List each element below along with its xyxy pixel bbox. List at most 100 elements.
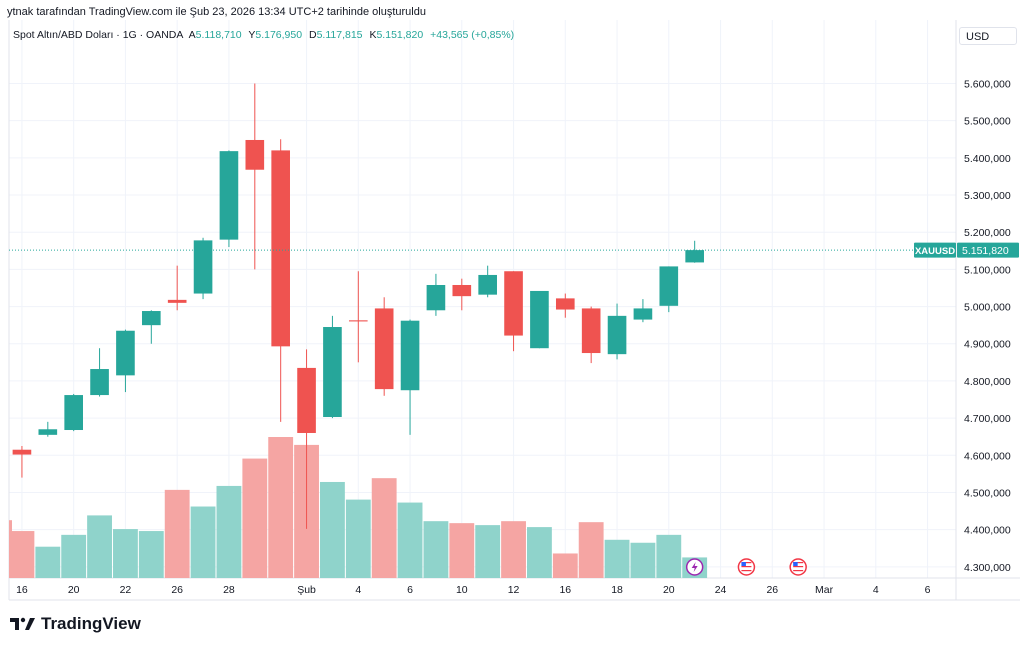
x-tick-label: 28 bbox=[223, 584, 235, 596]
candle-body bbox=[323, 327, 342, 417]
candle-body bbox=[607, 315, 627, 355]
lightning-bolt bbox=[691, 562, 698, 572]
legend-high-label: Y bbox=[248, 29, 256, 41]
candle-body bbox=[38, 429, 58, 435]
candle-body bbox=[245, 139, 265, 170]
volume-bar bbox=[501, 521, 526, 578]
currency-button[interactable]: USD bbox=[959, 27, 1017, 45]
volume-bar bbox=[423, 521, 449, 578]
candle-body bbox=[271, 150, 290, 347]
volume-bar bbox=[604, 539, 630, 578]
x-tick-label: 20 bbox=[68, 584, 80, 596]
candle-body bbox=[400, 320, 420, 391]
flag-stripe bbox=[793, 562, 804, 564]
candle-body bbox=[348, 320, 368, 322]
volume-bar bbox=[630, 542, 656, 578]
volume-bar bbox=[138, 531, 164, 578]
x-tick-label: 4 bbox=[873, 584, 879, 596]
x-tick-label: 20 bbox=[663, 584, 675, 596]
candle-body bbox=[167, 299, 187, 303]
flag-stripe bbox=[793, 570, 804, 572]
flag-stripe bbox=[793, 564, 804, 566]
flag-stripe bbox=[793, 566, 804, 568]
chart-caption: ytnak tarafından TradingView.com ile Şub… bbox=[7, 6, 426, 18]
volume-bar bbox=[190, 506, 216, 578]
candle-body bbox=[297, 367, 316, 433]
candle-body bbox=[219, 151, 239, 240]
us-flag-icon bbox=[789, 558, 807, 576]
candle-body bbox=[633, 308, 653, 320]
flag-stripe bbox=[741, 570, 752, 572]
symbol-tag-label: XAUUSD bbox=[915, 246, 955, 257]
volume-bar bbox=[320, 481, 345, 578]
candle-body bbox=[685, 250, 704, 263]
candle-body bbox=[555, 298, 575, 310]
volume-bar bbox=[371, 478, 397, 578]
x-tick-label: Şub bbox=[297, 584, 316, 596]
volume-bar bbox=[35, 546, 61, 578]
candle-body bbox=[530, 290, 549, 349]
y-tick-label: 5.000,000 bbox=[964, 302, 1011, 314]
x-tick-label: 26 bbox=[766, 584, 778, 596]
y-tick-label: 4.500,000 bbox=[964, 487, 1011, 499]
volume-bar bbox=[61, 534, 87, 578]
y-tick-label: 4.700,000 bbox=[964, 413, 1011, 425]
candle-body bbox=[426, 284, 446, 311]
x-tick-label: 12 bbox=[508, 584, 520, 596]
tradingview-logo: TradingView bbox=[10, 614, 141, 634]
tradingview-logo-icon bbox=[10, 617, 35, 630]
legend-open-label: A bbox=[188, 29, 196, 41]
plot-area bbox=[9, 20, 956, 578]
lightning-icon bbox=[685, 558, 704, 576]
legend-low: 5.117,815 bbox=[316, 29, 363, 41]
candle-body bbox=[12, 449, 32, 455]
x-tick-label: 16 bbox=[16, 584, 28, 596]
y-tick-label: 5.300,000 bbox=[964, 190, 1011, 202]
candle-body bbox=[478, 274, 497, 295]
legend-low-label: D bbox=[309, 29, 317, 41]
volume-bar bbox=[552, 553, 578, 578]
x-tick-label: 22 bbox=[120, 584, 132, 596]
y-tick-label: 5.100,000 bbox=[964, 264, 1011, 276]
symbol-legend: Spot Altın/ABD Doları · 1G · OANDA A5.11… bbox=[13, 29, 518, 41]
candle-body bbox=[116, 330, 135, 376]
volume-bar bbox=[345, 499, 371, 578]
x-tick-label: Mar bbox=[815, 584, 834, 596]
flag-stripe bbox=[793, 568, 804, 570]
x-tick-label: 16 bbox=[559, 584, 571, 596]
x-tick-label: 18 bbox=[611, 584, 623, 596]
candle-body bbox=[64, 395, 84, 431]
candle-body bbox=[659, 266, 679, 306]
flag-canton bbox=[793, 562, 798, 566]
last-price-tag bbox=[957, 242, 1019, 258]
y-tick-label: 5.600,000 bbox=[964, 78, 1011, 90]
volume-bar bbox=[527, 527, 552, 578]
flag-stripe bbox=[741, 566, 752, 568]
x-tick-label: 6 bbox=[407, 584, 413, 596]
candle-body bbox=[504, 271, 523, 336]
candle-body bbox=[141, 311, 161, 326]
legend-close: 5.151,820 bbox=[376, 29, 424, 41]
x-tick-label: 10 bbox=[456, 584, 468, 596]
volume-bar bbox=[656, 534, 682, 578]
y-tick-label: 5.400,000 bbox=[964, 153, 1011, 165]
y-tick-label: 4.600,000 bbox=[964, 450, 1011, 462]
y-tick-label: 4.900,000 bbox=[964, 339, 1011, 351]
legend-change: +43,565 (+0,85%) bbox=[430, 29, 515, 41]
legend-symbol: Spot Altın/ABD Doları · 1G · OANDA bbox=[13, 29, 184, 41]
us-flag-icon bbox=[737, 558, 756, 576]
volume-bar bbox=[475, 525, 501, 578]
y-tick-label: 4.400,000 bbox=[964, 525, 1011, 537]
candle-body bbox=[193, 240, 213, 294]
last-price-tag-label: 5.151,820 bbox=[962, 245, 1009, 257]
legend-close-label: K bbox=[369, 29, 377, 41]
volume-bar bbox=[268, 437, 294, 578]
legend-open: 5.118,710 bbox=[195, 29, 242, 41]
flag-canton bbox=[741, 562, 746, 566]
x-tick-label: 26 bbox=[171, 584, 183, 596]
legend-high: 5.176,950 bbox=[255, 29, 303, 41]
symbol-tag bbox=[914, 242, 956, 258]
y-tick-label: 4.800,000 bbox=[964, 376, 1011, 388]
flag-stripe bbox=[741, 562, 752, 564]
